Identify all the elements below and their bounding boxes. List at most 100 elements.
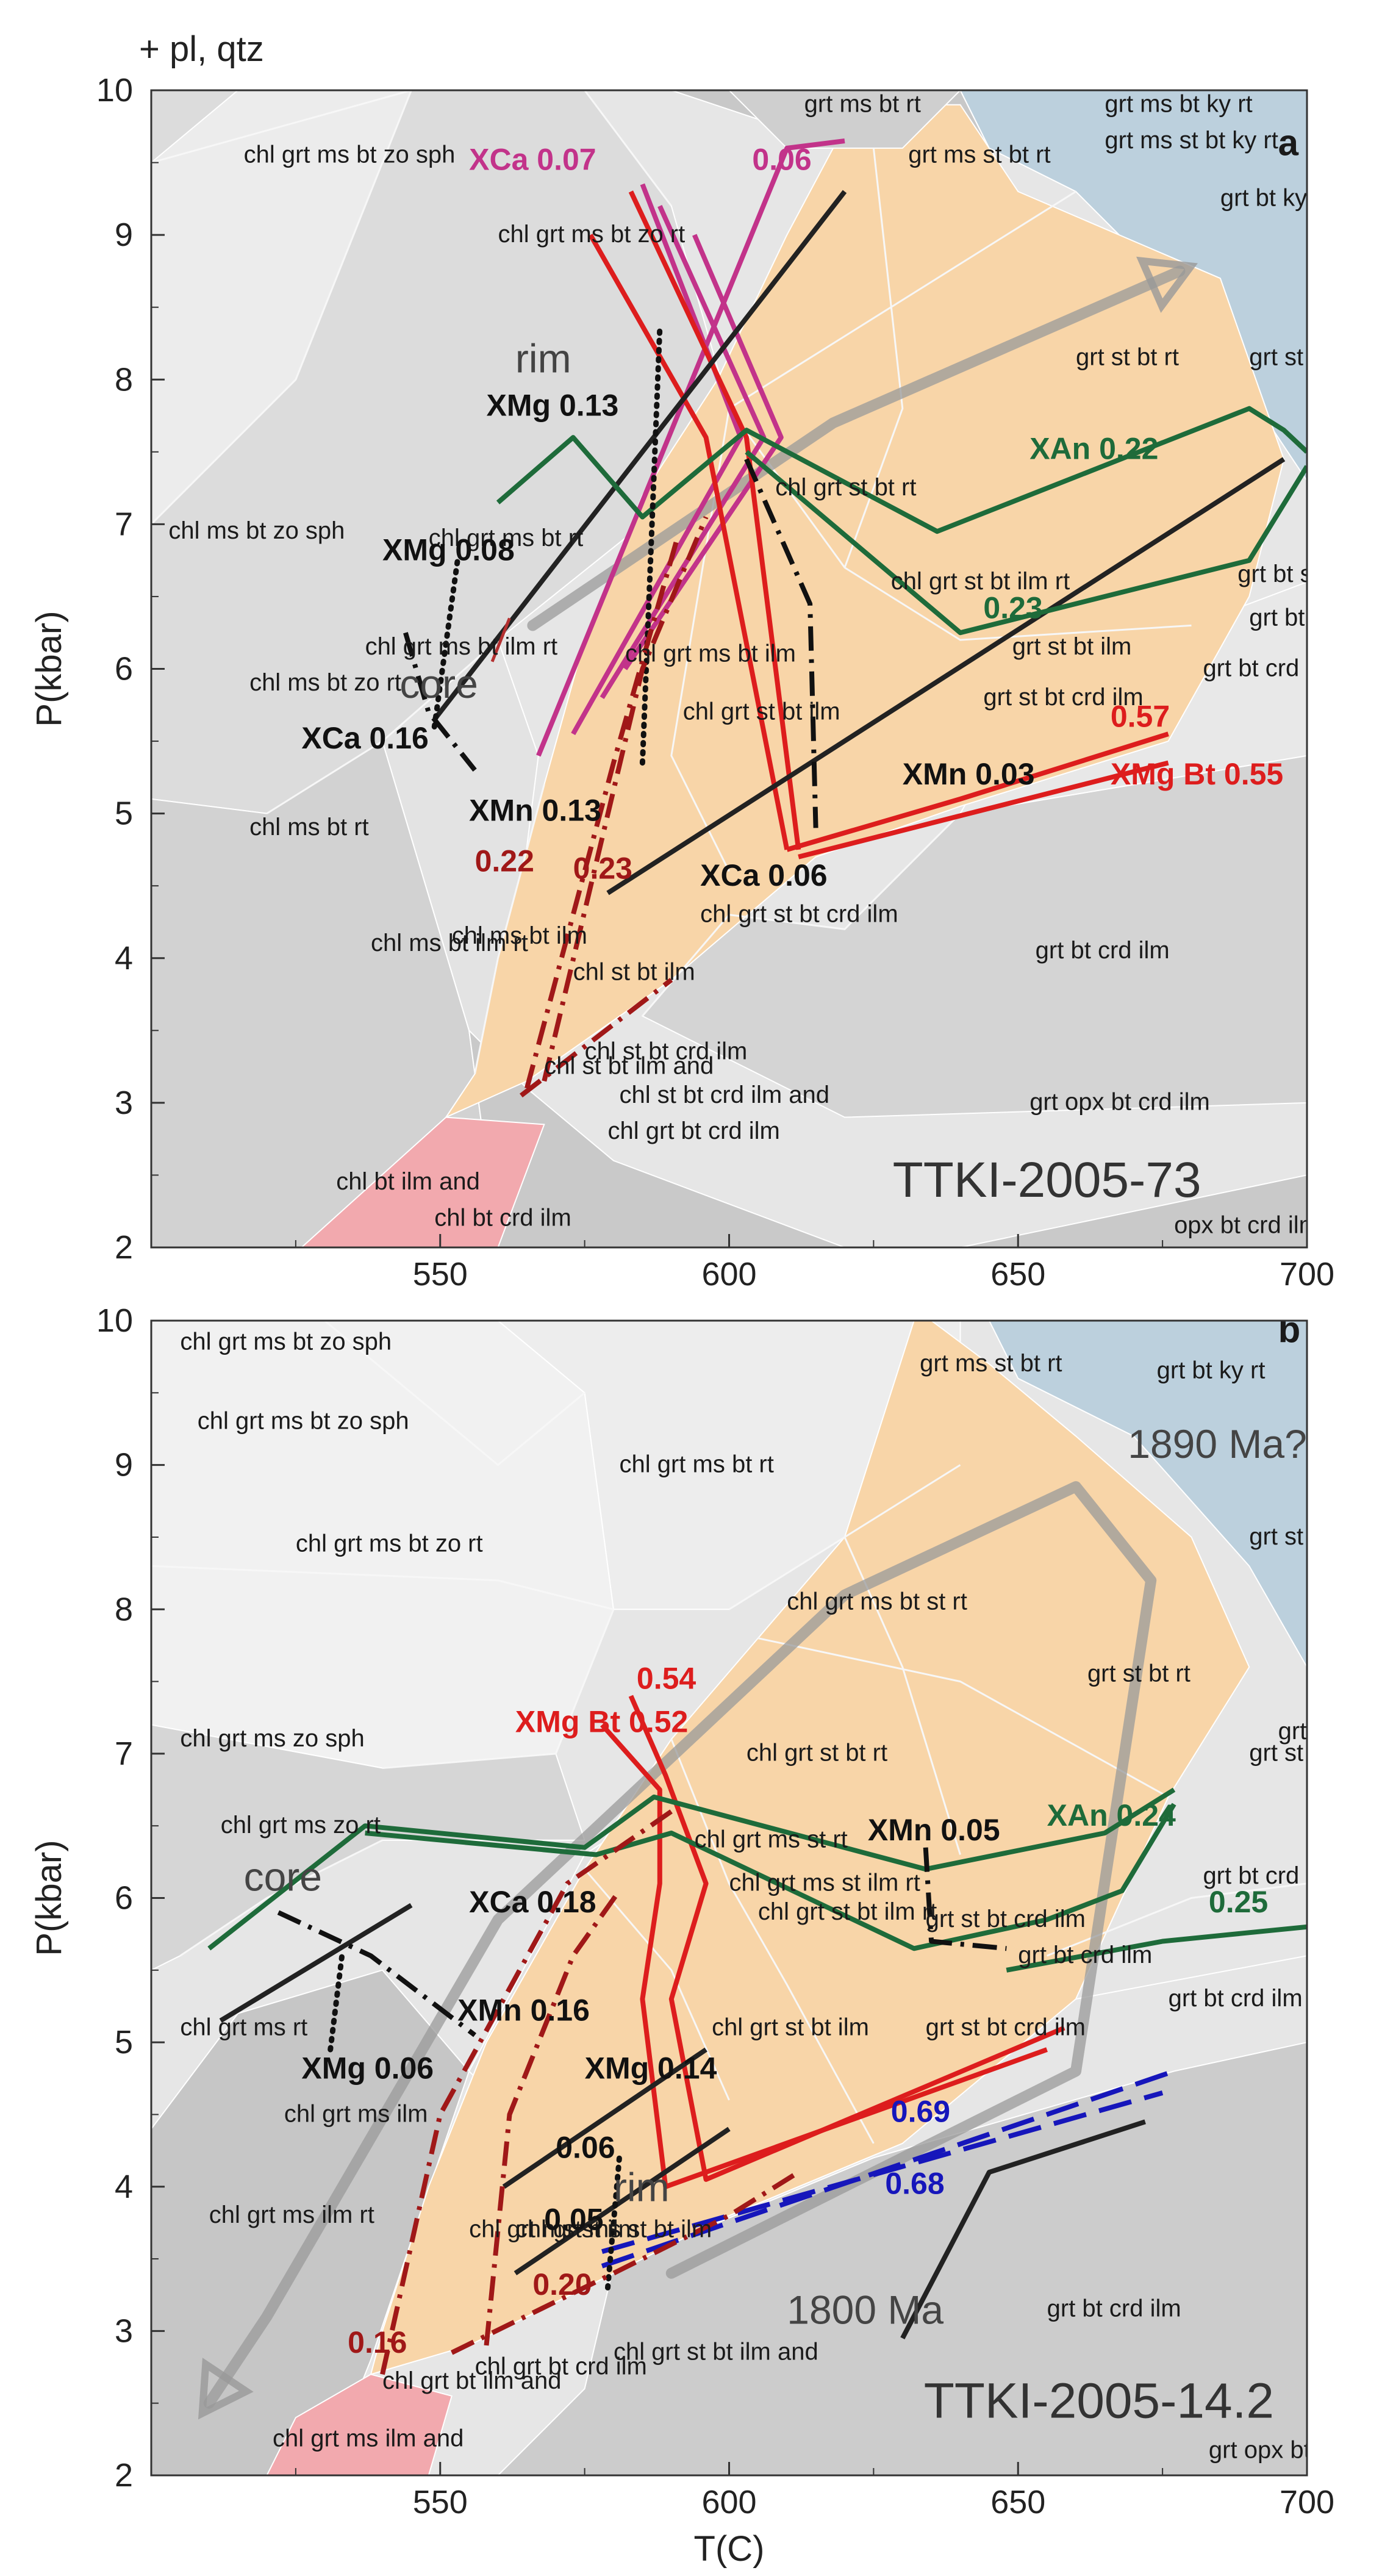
field-label: chl grt st bt ilm (712, 2014, 869, 2040)
y-tick-label: 8 (115, 1591, 133, 1627)
field-boundary (295, 90, 412, 380)
field-label: chl grt ms bt zo sph (244, 142, 456, 168)
field-label: grt st bt rt (1076, 344, 1179, 371)
field-label: grt bt sil rt (1237, 561, 1345, 587)
field-label: chl grt st bt rt (746, 1740, 887, 1767)
isopleth-label: XCa 0.06 (700, 858, 827, 892)
field-label: grt ms st bt ky rt (1105, 127, 1278, 154)
field-label: grt bt ky rt (1220, 185, 1329, 212)
field-label: chl grt ms st rt (695, 1826, 848, 1853)
field-label: grt bt crd sil rt (1249, 604, 1382, 631)
isopleth-label: XMg 0.06 (301, 2051, 434, 2085)
field-label: chl grt ms bt zo sph (180, 1328, 392, 1355)
isopleth-label: 0.20 (532, 2267, 592, 2302)
y-tick-label: 10 (96, 1302, 133, 1339)
isopleth-label: 0.69 (891, 2094, 950, 2128)
field-boundary (728, 190, 1076, 409)
isopleth-solid (600, 1723, 1048, 2189)
field-label: grt opx bt crd ilm (1209, 2437, 1382, 2464)
field-label: grt st bt rt (1087, 1660, 1190, 1687)
field-boundary (382, 1609, 615, 1769)
field-label: chl grt ms bt st rt (787, 1588, 967, 1615)
annotation: 1890 Ma? (1128, 1421, 1307, 1466)
annotation: core (244, 1854, 322, 1900)
y-tick-label: 3 (115, 1085, 133, 1121)
isopleth-label: XMn 0.05 (868, 1813, 1000, 1847)
isopleth-solid (502, 2047, 707, 2189)
y-tick-label: 7 (115, 506, 133, 542)
y-tick-label: 6 (115, 651, 133, 687)
isopleth-label: XAn 0.22 (1029, 432, 1158, 466)
pt-path-arrow (527, 265, 1186, 631)
isopleth-label: XMg 0.14 (585, 2051, 717, 2085)
isopleth-label: XAn 0.24 (1047, 1798, 1176, 1832)
isopleth-label: XCa 0.07 (469, 142, 596, 176)
pt-path-arrowhead (198, 2358, 254, 2420)
x-tick-label: 600 (701, 1256, 756, 1293)
y-axis-label: P(kbar) (29, 1840, 69, 1956)
field-label: chl grt ms bt zo rt (498, 221, 686, 248)
field-label: chl grt bt crd ilm (475, 2353, 647, 2380)
x-tick-label: 650 (990, 2484, 1045, 2520)
field-boundary (757, 1637, 1169, 1798)
phase-field (370, 1321, 1250, 2375)
field-label: grt st bt sil rt (1249, 1740, 1382, 1767)
y-tick-label: 5 (115, 2024, 133, 2061)
isopleth-label: 0.25 (1209, 1885, 1268, 1919)
field-label: chl grt ms ilm (284, 2100, 428, 2127)
isopleth-solid (628, 1695, 1065, 2182)
field-label: chl bt crd ilm (434, 1204, 571, 1231)
x-tick-label: 550 (413, 1256, 468, 1293)
field-label: chl grt st bt rt (775, 474, 916, 501)
field-label: chl ms bt zo sph (168, 517, 345, 544)
field-label: grt ms bt ky rt (1105, 91, 1252, 118)
isopleth-label: 0.23 (983, 591, 1042, 625)
y-tick-label: 9 (115, 1447, 133, 1484)
isopleth-label: XMg 0.13 (487, 389, 619, 423)
field-label: chl grt ms bt ilm (625, 640, 796, 667)
field-label: grt st bt crd ilm (926, 2014, 1086, 2040)
x-tick-label: 700 (1280, 1256, 1334, 1293)
field-label: grt bt crd ilm sil (1169, 1985, 1333, 2012)
isopleth-label: XMn 0.16 (457, 1993, 590, 2028)
field-boundary (151, 1565, 614, 1610)
isopleth-solid (365, 1803, 1176, 1951)
y-tick-label: 8 (115, 361, 133, 398)
isopleth-label: XCa 0.18 (469, 1885, 596, 1919)
plot-area: chl grt ms bt zo sph grt ms bt ky rt grt m… (151, 90, 1382, 1247)
field-label: grt bt crd ilm sil (1203, 655, 1367, 681)
isopleth-solid (786, 731, 1169, 852)
field-label: chl ms bt rt (249, 814, 369, 841)
field-label: chl st bt ilm and (544, 1052, 714, 1079)
isopleth-dashdot (525, 538, 680, 1089)
field-label: grt bt crd sil rt (1203, 1862, 1350, 1889)
panel-letter: a (1278, 123, 1299, 163)
field-label: chl grt ms ilm and (273, 2425, 464, 2452)
field-boundary (324, 1321, 585, 1466)
y-tick-label: 5 (115, 795, 133, 832)
phase-field (300, 1116, 545, 1247)
field-label: grt st bt crd ilm (983, 684, 1143, 711)
field-label: chl bt ilm and (336, 1168, 480, 1195)
field-label: grt opx bt crd ilm (1029, 1089, 1210, 1116)
field-label: chl grt bt crd ilm (608, 1118, 780, 1144)
pointer-arrow (490, 617, 511, 662)
y-axis-label: P(kbar) (29, 611, 69, 727)
isopleth-solid (496, 406, 1307, 534)
isopleth-solid (1006, 1924, 1307, 1973)
field-label: chl grt ms ilm rt (209, 2201, 374, 2228)
isopleth-solid (207, 1787, 1176, 1951)
field-label: grt bt crd ilm (1018, 1942, 1152, 1968)
isopleth-dashdot (277, 1910, 477, 2037)
isopleth-dashdot (923, 1847, 1007, 1951)
field-label: grt ms st bt rt (920, 1350, 1062, 1377)
plot-area: chl grt ms bt zo sph chl grt ms bt zo sph… (151, 1321, 1382, 2475)
field-label: chl grt ms bt zo sph (198, 1407, 409, 1434)
y-tick-label: 6 (115, 1880, 133, 1917)
isopleth-dotted (328, 1953, 345, 2053)
field-label: grt bt sil rt (1278, 1718, 1382, 1745)
field-label: chl grt ms st bt ilm (515, 2216, 712, 2243)
y-tick-label: 9 (115, 217, 133, 253)
field-label: chl grt st bt crd ilm (700, 900, 898, 927)
field-boundary (670, 408, 730, 872)
